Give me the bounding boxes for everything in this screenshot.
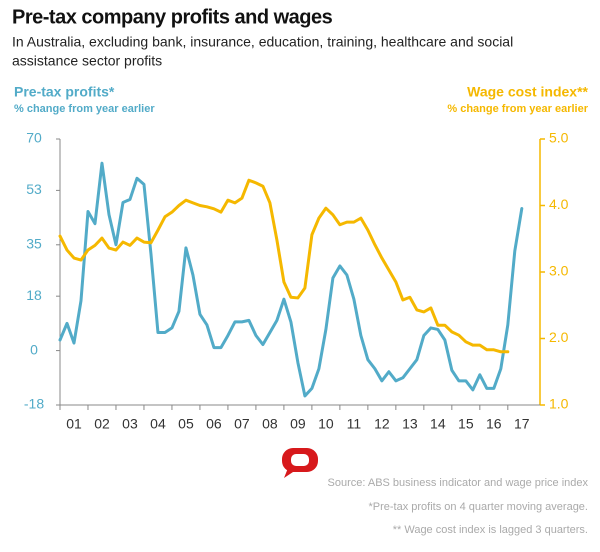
subtitle: assistance sector profits (12, 53, 162, 69)
x-tick-label: 15 (458, 416, 474, 432)
x-tick-label: 13 (402, 416, 418, 432)
y-tick-label: 70 (26, 130, 42, 146)
logo (282, 448, 318, 478)
x-tick-label: 05 (178, 416, 194, 432)
chart-title: Pre-tax company profits and wages (12, 6, 333, 28)
footnote: *Pre-tax profits on 4 quarter moving ave… (368, 501, 588, 513)
y-tick-label: 53 (26, 181, 42, 197)
y-axis-title: Pre-tax profits* (14, 84, 115, 100)
y-tick-label: -18 (24, 396, 44, 412)
y-tick-label: 18 (26, 287, 42, 303)
logo-tail (284, 468, 296, 478)
source-note: Source: ABS business indicator and wage … (328, 477, 589, 489)
x-tick-label: 10 (318, 416, 334, 432)
series-line (58, 178, 510, 354)
x-tick-label: 12 (374, 416, 390, 432)
y2-tick-label: 2.0 (549, 329, 569, 345)
y-tick-label: 0 (30, 341, 38, 357)
logo-hole (291, 454, 309, 466)
x-tick-label: 02 (94, 416, 110, 432)
y2-tick-label: 1.0 (549, 396, 569, 412)
x-tick-label: 14 (430, 416, 446, 432)
x-tick-label: 11 (347, 416, 362, 432)
x-tick-label: 03 (122, 416, 138, 432)
footnote: ** Wage cost index is lagged 3 quarters. (393, 524, 588, 536)
x-tick-label: 08 (262, 416, 278, 432)
x-tick-label: 06 (206, 416, 222, 432)
y2-tick-label: 4.0 (549, 196, 569, 212)
y-tick-label: 35 (26, 235, 42, 251)
x-tick-label: 07 (234, 416, 250, 432)
y-axis-subtitle: % change from year earlier (14, 103, 155, 115)
x-tick-label: 04 (150, 416, 166, 432)
y2-tick-label: 5.0 (549, 130, 569, 146)
series-line (58, 161, 524, 398)
x-tick-label: 01 (66, 416, 82, 432)
y2-axis-title: Wage cost index** (467, 84, 588, 100)
y2-tick-label: 3.0 (549, 263, 569, 279)
subtitle: In Australia, excluding bank, insurance,… (12, 34, 513, 50)
x-tick-label: 16 (486, 416, 502, 432)
y2-axis-subtitle: % change from year earlier (447, 103, 588, 115)
x-tick-label: 17 (514, 416, 530, 432)
x-tick-label: 09 (290, 416, 306, 432)
